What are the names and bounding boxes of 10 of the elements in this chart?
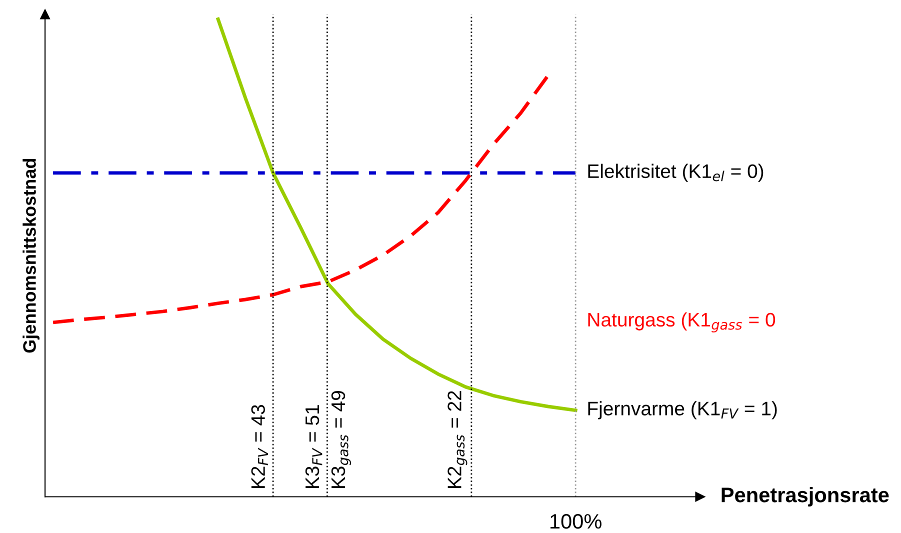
text: 100% [550,514,602,529]
y-axis-title: Gjennomsnittskostnad [22,158,40,353]
annotation: K3$_{gass}$ = 49 [331,391,351,488]
annotation: K3$_{FV}$ = 51 [305,405,322,488]
text: Penetrasjonsrate [722,487,889,506]
annotation: K2$_{FV}$ = 43 [251,405,268,488]
series-label: Fjernvarme (K1$_{FV}$ = 1) [588,401,777,420]
text: Naturgass (K1$_{gass}$ = 0 [588,312,776,332]
series-label: Elektrisitet (K1$_{el}$ = 0) [588,164,764,182]
annotation: K2$_{gass}$ = 22 [448,391,468,488]
